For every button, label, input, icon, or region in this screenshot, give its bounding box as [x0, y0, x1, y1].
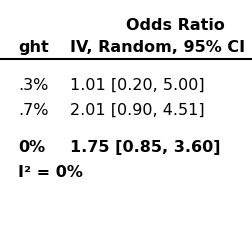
Text: 2.01 [0.90, 4.51]: 2.01 [0.90, 4.51] — [70, 103, 204, 117]
Text: 1.75 [0.85, 3.60]: 1.75 [0.85, 3.60] — [70, 139, 220, 154]
Text: 1.01 [0.20, 5.00]: 1.01 [0.20, 5.00] — [70, 78, 204, 93]
Text: 0%: 0% — [18, 139, 45, 154]
Text: ght: ght — [18, 40, 49, 55]
Text: I² = 0%: I² = 0% — [18, 164, 83, 179]
Text: .3%: .3% — [18, 78, 48, 93]
Text: IV, Random, 95% CI: IV, Random, 95% CI — [70, 40, 244, 55]
Text: .7%: .7% — [18, 103, 48, 117]
Text: Odds Ratio: Odds Ratio — [125, 18, 224, 33]
